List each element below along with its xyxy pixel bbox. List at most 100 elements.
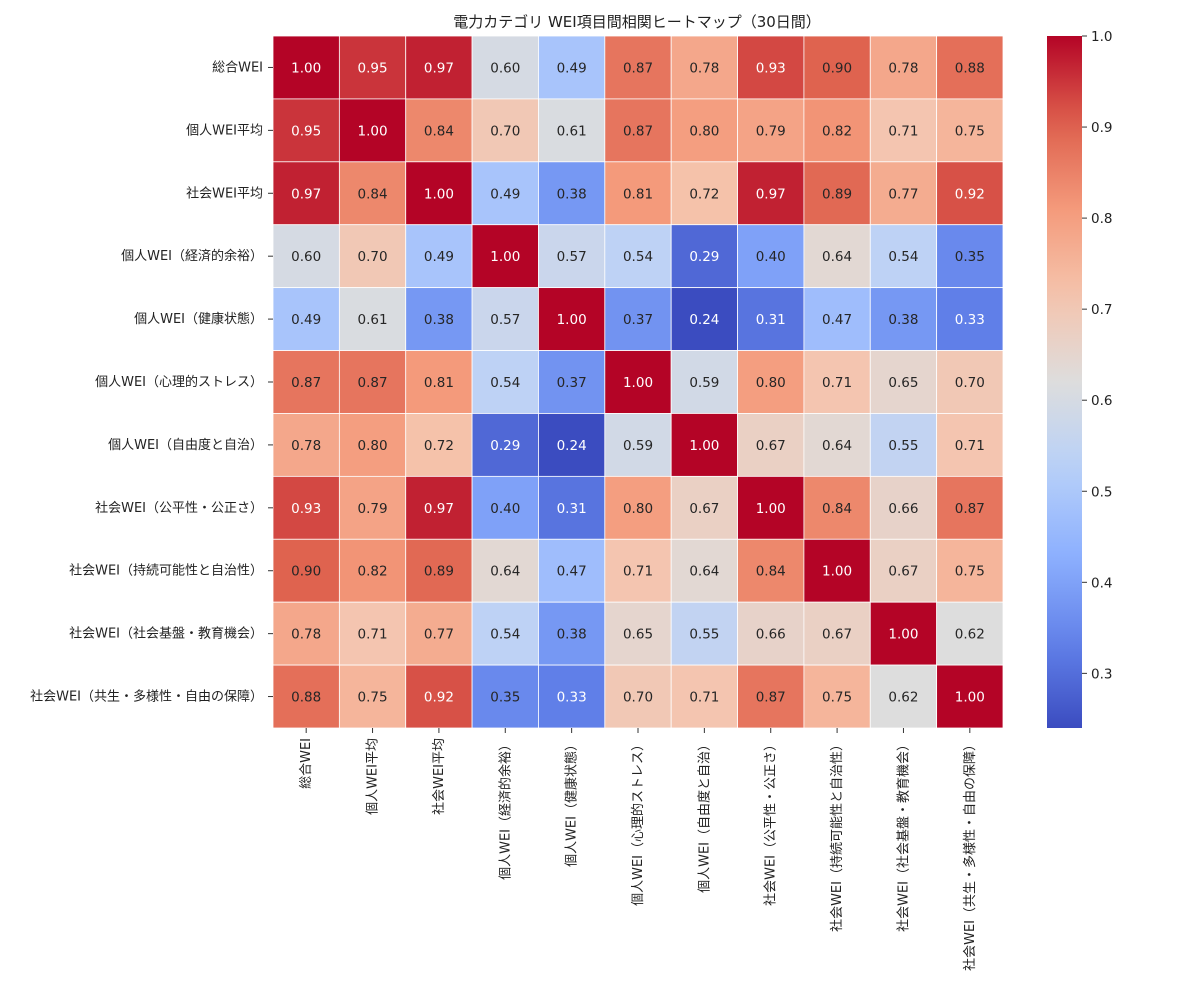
heatmap-cell — [936, 413, 1004, 477]
heatmap-cell — [936, 664, 1004, 729]
heatmap-cell — [604, 287, 672, 351]
cell-value-label: 1.00 — [756, 501, 786, 517]
heatmap-cell — [803, 98, 871, 163]
heatmap-cell — [604, 664, 672, 729]
heatmap-cell — [405, 287, 473, 351]
y-tick-label: 個人WEI（心理的ストレス） — [95, 374, 263, 390]
cell-value-label: 0.84 — [424, 123, 454, 139]
heatmap-cell — [538, 35, 606, 100]
heatmap-cell — [272, 538, 340, 603]
cell-value-label: 0.61 — [358, 312, 388, 328]
cell-value-label: 0.71 — [689, 690, 719, 706]
heatmap-cell — [538, 601, 606, 666]
cell-value-label: 0.79 — [756, 123, 786, 139]
heatmap-cell — [936, 161, 1004, 226]
cell-value-label: 0.35 — [955, 249, 985, 265]
cell-value-label: 0.67 — [689, 501, 719, 517]
cell-value-label: 0.84 — [358, 186, 388, 202]
heatmap-cell — [471, 35, 539, 100]
heatmap-cell — [604, 35, 672, 100]
colorbar-gradient — [1047, 36, 1082, 728]
heatmap-cell — [604, 538, 672, 603]
heatmap-cell — [670, 538, 738, 603]
heatmap-cell — [538, 224, 606, 289]
cell-value-label: 0.71 — [822, 375, 852, 391]
heatmap-cell — [869, 98, 938, 163]
cell-value-label: 1.00 — [291, 60, 321, 76]
y-tick-label: 社会WEI（公平性・公正さ） — [95, 500, 263, 516]
cell-value-label: 0.38 — [424, 312, 454, 328]
heatmap-cell — [604, 350, 672, 414]
cell-value-label: 0.64 — [822, 249, 852, 265]
cell-value-label: 0.75 — [955, 123, 985, 139]
x-tick-label: 個人WEI（健康状態） — [564, 738, 580, 867]
cell-value-label: 0.81 — [424, 375, 454, 391]
cell-value-label: 1.00 — [888, 627, 918, 643]
heatmap-cell — [405, 538, 473, 603]
cell-value-label: 0.49 — [291, 312, 321, 328]
cell-value-label: 0.79 — [358, 501, 388, 517]
cell-value-label: 0.97 — [291, 186, 321, 202]
heatmap-cell — [405, 98, 473, 163]
cell-value-label: 0.38 — [888, 312, 918, 328]
cell-value-label: 1.00 — [955, 690, 985, 706]
heatmap-cell — [471, 287, 539, 351]
cell-value-label: 0.80 — [756, 375, 786, 391]
heatmap-cell — [338, 413, 407, 477]
cell-value-label: 1.00 — [358, 123, 388, 139]
y-tick-label: 社会WEI（持続可能性と自治性） — [69, 563, 263, 579]
cell-value-label: 0.40 — [756, 249, 786, 265]
cell-value-label: 1.00 — [822, 564, 852, 580]
heatmap-cell — [471, 538, 539, 603]
cell-value-label: 0.65 — [888, 375, 918, 391]
cell-value-label: 0.66 — [756, 627, 786, 643]
heatmap-cell — [471, 413, 539, 477]
cell-value-label: 0.75 — [822, 690, 852, 706]
cell-value-label: 0.87 — [756, 690, 786, 706]
colorbar-tick-label: 0.7 — [1091, 302, 1112, 318]
cell-value-label: 0.97 — [424, 501, 454, 517]
cell-value-label: 0.49 — [490, 186, 520, 202]
heatmap-cell — [338, 35, 407, 100]
heatmap-cell — [405, 35, 473, 100]
cell-value-label: 0.72 — [689, 186, 719, 202]
cell-value-label: 0.33 — [955, 312, 985, 328]
cell-value-label: 0.33 — [557, 690, 587, 706]
cell-value-label: 0.62 — [955, 627, 985, 643]
cell-value-label: 0.55 — [888, 438, 918, 454]
x-tick-label: 社会WEI（共生・多様性・自由の保障） — [962, 738, 978, 971]
heatmap-cell — [670, 413, 738, 477]
cell-value-label: 0.64 — [689, 564, 719, 580]
cell-value-label: 0.75 — [358, 690, 388, 706]
cell-value-label: 0.80 — [689, 123, 719, 139]
cell-value-label: 0.87 — [358, 375, 388, 391]
heatmap-cell — [405, 413, 473, 477]
heatmap-cell — [538, 664, 606, 729]
cell-value-label: 0.80 — [358, 438, 388, 454]
cell-value-label: 0.67 — [888, 564, 918, 580]
heatmap-cell — [272, 98, 340, 163]
cell-value-label: 0.89 — [822, 186, 852, 202]
cell-value-label: 0.71 — [955, 438, 985, 454]
cell-value-label: 0.40 — [490, 501, 520, 517]
cell-value-label: 0.31 — [557, 501, 587, 517]
heatmap-cell — [604, 601, 672, 666]
heatmap-cell — [272, 161, 340, 226]
x-tick-label: 個人WEI（経済的余裕） — [497, 738, 513, 880]
heatmap-cell — [272, 35, 340, 100]
heatmap-cell — [471, 350, 539, 414]
heatmap-cell — [936, 601, 1004, 666]
heatmap-cell — [670, 98, 738, 163]
cell-value-label: 0.31 — [756, 312, 786, 328]
cell-value-label: 0.93 — [756, 60, 786, 76]
y-tick-label: 個人WEI（経済的余裕） — [121, 248, 263, 264]
cell-value-label: 0.66 — [888, 501, 918, 517]
heatmap-cell — [803, 601, 871, 666]
cell-value-label: 0.87 — [291, 375, 321, 391]
heatmap-cell — [471, 224, 539, 289]
heatmap-cell — [670, 161, 738, 226]
cell-value-label: 0.38 — [557, 627, 587, 643]
cell-value-label: 0.61 — [557, 123, 587, 139]
cell-value-label: 0.35 — [490, 690, 520, 706]
